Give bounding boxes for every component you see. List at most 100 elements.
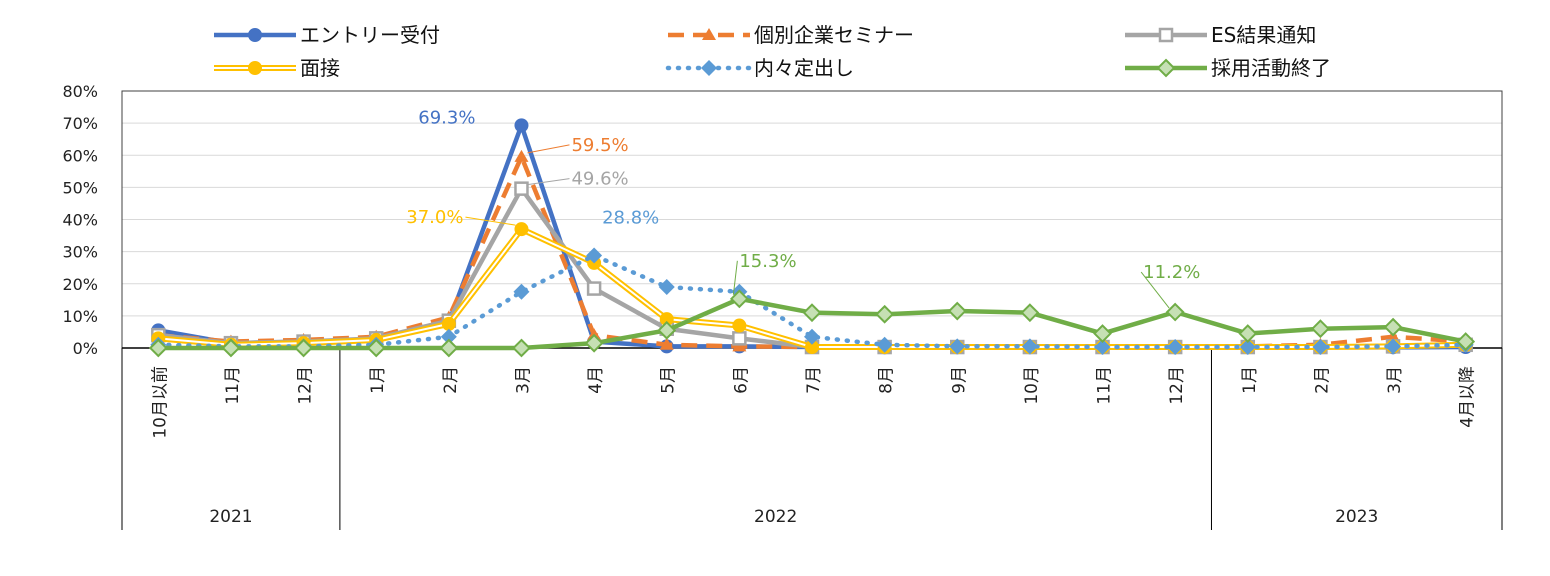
data-point — [1021, 338, 1038, 355]
legend-label: 面接 — [300, 56, 340, 80]
legend-item: ES結果通知 — [1125, 23, 1316, 47]
legend-label: 個別企業セミナー — [754, 23, 914, 47]
data-point — [148, 338, 168, 358]
x-tick-label: 3月 — [513, 366, 533, 394]
data-point — [586, 281, 602, 296]
x-tick-label: 10月 — [1022, 366, 1042, 405]
legend-marker — [248, 61, 262, 75]
data-point — [732, 331, 747, 346]
legend-item: エントリー受付 — [214, 23, 440, 47]
x-tick-label: 6月 — [731, 366, 751, 394]
data-point — [441, 316, 456, 331]
data-label: 37.0% — [406, 207, 463, 228]
data-point — [221, 338, 241, 358]
legend-label: 採用活動終了 — [1211, 56, 1331, 80]
x-tick-label: 4月以降 — [1458, 366, 1478, 428]
data-point — [802, 303, 822, 323]
data-label: 11.2% — [1143, 262, 1200, 283]
y-tick-label: 30% — [62, 243, 98, 262]
leader-line — [1140, 271, 1170, 309]
data-point — [1385, 338, 1402, 355]
year-group-label: 2023 — [1335, 507, 1378, 527]
data-point — [947, 301, 967, 321]
y-tick-label: 10% — [62, 307, 98, 326]
data-point — [949, 338, 966, 355]
data-point — [657, 320, 677, 340]
x-tick-label: 12月 — [296, 366, 316, 405]
data-point — [1093, 324, 1112, 343]
legend-marker — [1158, 27, 1174, 43]
data-point — [1456, 332, 1476, 351]
x-tick-label: 8月 — [877, 366, 897, 394]
year-group-label: 2021 — [209, 507, 252, 527]
data-label: 15.3% — [739, 251, 796, 272]
data-point — [1238, 324, 1258, 343]
x-tick-label: 1月 — [1240, 366, 1260, 394]
x-tick-label: 10月以前 — [150, 366, 170, 439]
data-point — [1165, 302, 1185, 322]
data-point — [1239, 339, 1256, 356]
leader-line — [527, 144, 570, 154]
data-point — [1167, 339, 1184, 356]
data-point — [514, 118, 529, 133]
data-point — [1020, 303, 1040, 323]
data-labels: 69.3% 59.5% 49.6% 37.0% 28.8% 15.3% 11.2% — [406, 107, 1200, 309]
legend-item: 採用活動終了 — [1125, 56, 1331, 80]
data-label: 49.6% — [571, 169, 628, 190]
x-tick-label: 5月 — [659, 366, 679, 394]
x-tick-label: 11月 — [1095, 366, 1115, 405]
x-tick-label: 4月 — [586, 366, 606, 394]
data-point — [514, 181, 529, 196]
leader-line — [527, 178, 570, 186]
y-axis: 0% 10% 20% 30% 40% 50% 60% 70% 80% — [62, 82, 98, 358]
data-label: 59.5% — [571, 135, 628, 156]
x-axis: 10月以前 11月 12月 1月 2月 3月 4月 5月 6月 7月 8月 9月 10月 11月 12月 1月… — [121, 348, 1503, 530]
leader-line — [465, 216, 516, 226]
legend-marker — [701, 60, 717, 76]
year-group-label: 2022 — [754, 507, 797, 527]
data-point — [875, 304, 895, 324]
data-label: 28.8% — [602, 207, 659, 228]
data-point — [440, 328, 457, 345]
legend-marker — [702, 28, 716, 40]
legend-item: 個別企業セミナー — [668, 23, 914, 47]
x-tick-label: 2月 — [1312, 366, 1332, 394]
data-point — [439, 338, 459, 358]
data-label: 69.3% — [418, 107, 475, 128]
data-point — [729, 289, 749, 309]
leader-line — [732, 260, 738, 295]
data-point — [732, 318, 747, 333]
y-tick-label: 60% — [62, 146, 98, 165]
x-tick-label: 9月 — [949, 366, 969, 394]
data-point — [366, 338, 386, 358]
chart-series — [148, 118, 1476, 358]
data-point — [1383, 317, 1403, 337]
series-line — [158, 186, 1466, 350]
x-tick-label: 2月 — [441, 366, 461, 394]
series-2 — [151, 181, 1473, 355]
data-point — [514, 149, 529, 162]
x-tick-label: 7月 — [804, 366, 824, 394]
y-tick-label: 40% — [62, 211, 98, 230]
data-point — [512, 338, 531, 358]
y-tick-label: 70% — [62, 114, 98, 133]
chart-gridlines — [122, 122, 1502, 317]
data-point — [804, 328, 820, 345]
y-tick-label: 0% — [73, 339, 98, 358]
legend-marker — [248, 28, 262, 42]
y-tick-label: 20% — [62, 275, 98, 294]
legend-marker — [1156, 58, 1176, 78]
data-point — [513, 283, 530, 300]
data-point — [584, 333, 604, 353]
x-tick-label: 12月 — [1167, 366, 1187, 405]
y-tick-label: 50% — [62, 178, 98, 197]
data-point — [586, 247, 603, 264]
data-point — [658, 278, 675, 295]
legend-label: ES結果通知 — [1211, 23, 1316, 47]
legend-item: 面接 — [214, 56, 340, 80]
data-point — [1094, 339, 1111, 356]
y-tick-label: 80% — [62, 82, 98, 101]
data-point — [659, 337, 674, 350]
